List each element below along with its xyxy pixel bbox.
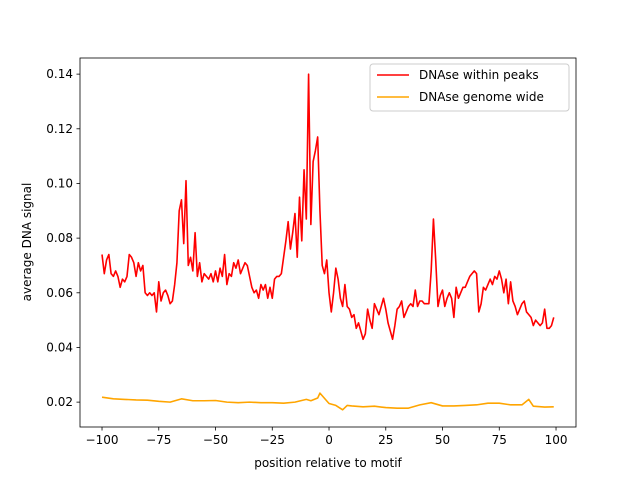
x-tick-label: −100 [86,433,119,447]
y-axis: 0.02 0.04 0.06 0.08 0.10 0.12 0.14 [46,67,80,409]
series-line-genome-wide [101,392,554,411]
y-axis-label: average DNA signal [20,183,34,302]
x-axis-label: position relative to motif [254,456,402,470]
legend-box [369,63,570,112]
x-tick-label: 50 [435,433,450,447]
x-tick-label: 100 [545,433,568,447]
series-layer [101,73,555,411]
x-tick-label: 25 [378,433,393,447]
y-tick-label: 0.04 [46,340,73,354]
legend-label-within-peaks: DNAse within peaks [419,68,539,82]
y-tick-label: 0.02 [46,395,73,409]
x-tick-label: 0 [325,433,333,447]
y-tick-label: 0.12 [46,122,73,136]
x-tick-label: 75 [492,433,507,447]
legend: DNAse within peaks DNAse genome wide [369,63,570,112]
axes-frame [79,57,577,428]
y-tick-label: 0.10 [46,176,73,190]
x-axis: −100 −75 −50 −25 0 25 50 75 100 [86,427,568,447]
y-tick-label: 0.14 [46,67,73,81]
y-tick-label: 0.08 [46,231,73,245]
legend-label-genome-wide: DNAse genome wide [419,90,544,104]
x-tick-label: −50 [203,433,228,447]
x-tick-label: −75 [146,433,171,447]
series-line-within-peaks [101,73,555,341]
y-tick-label: 0.06 [46,286,73,300]
x-tick-label: −25 [260,433,285,447]
